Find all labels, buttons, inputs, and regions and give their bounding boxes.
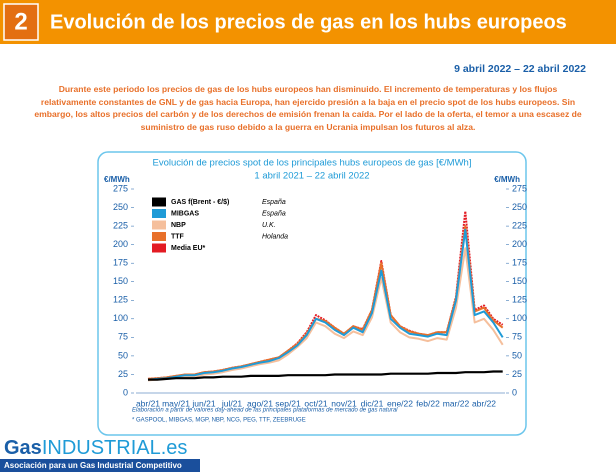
y2-tick-label: 175 xyxy=(512,258,527,268)
y-tick-label: 100 xyxy=(113,313,128,323)
legend-label: MIBGAS xyxy=(171,210,199,217)
legend-swatch xyxy=(152,232,166,241)
y2-tick-label: 75 xyxy=(512,332,522,342)
x-tick-label: nov/21 xyxy=(331,398,357,408)
x-tick-label: jul/21 xyxy=(221,398,243,408)
x-tick-label: ago/21 xyxy=(247,398,273,408)
slide-title: Evolución de los precios de gas en los h… xyxy=(50,11,567,33)
y2-tick-label: 150 xyxy=(512,276,527,286)
y2-tick-label: 0 xyxy=(512,387,517,397)
x-tick-label: may/21 xyxy=(162,398,190,408)
number-box xyxy=(3,3,39,41)
intro-text: Durante este periodo los precios de gas … xyxy=(34,84,582,132)
x-tick-label: abr/22 xyxy=(472,398,496,408)
x-tick-label: abr/21 xyxy=(136,398,160,408)
logo-part: Gas xyxy=(4,437,42,459)
legend-swatch xyxy=(152,209,166,218)
y-tick-label: 0 xyxy=(123,387,128,397)
legend-swatch xyxy=(152,243,166,253)
legend-note: España xyxy=(262,199,286,206)
y-tick-label: 225 xyxy=(113,220,128,230)
chart-subtitle: 1 abril 2021 – 22 abril 2022 xyxy=(254,171,369,182)
series-line xyxy=(147,247,504,382)
y2-tick-label: 25 xyxy=(512,369,522,379)
y-tick-label: 75 xyxy=(118,332,128,342)
section-number: 2 xyxy=(14,8,27,35)
y-tick-label: 200 xyxy=(113,239,128,249)
tagline: Asociación para un Gas Industrial Compet… xyxy=(4,461,182,470)
legend-label: Media EU* xyxy=(171,245,206,252)
x-tick-label: sep/21 xyxy=(275,398,301,408)
x-tick-label: jun/21 xyxy=(191,398,215,408)
footnote: Elaboración a partir de valores day-ahea… xyxy=(132,408,398,414)
y-tick-label: 275 xyxy=(113,183,128,193)
y-tick-label: 25 xyxy=(118,369,128,379)
series-line xyxy=(147,228,504,381)
legend-swatch xyxy=(152,220,166,230)
legend-swatch xyxy=(152,197,166,207)
legend-note: España xyxy=(262,210,286,217)
y2-tick-label: 50 xyxy=(512,350,522,360)
header-bar xyxy=(0,0,616,44)
logo-part: .es xyxy=(161,437,188,459)
y-tick-label: 250 xyxy=(113,202,128,212)
x-tick-label: mar/22 xyxy=(443,398,470,408)
series-line xyxy=(148,370,503,381)
legend-note: Holanda xyxy=(262,233,288,240)
x-tick-label: dic/21 xyxy=(361,398,384,408)
y-tick-label: 175 xyxy=(113,258,128,268)
intro-box: Durante este periodo los precios de gas … xyxy=(34,84,582,132)
y2-tick-label: 250 xyxy=(512,202,527,212)
date-range: 9 abril 2022 – 22 abril 2022 xyxy=(454,63,586,75)
logo-part: INDUSTRIAL xyxy=(42,437,161,459)
legend-label: TTF xyxy=(171,233,185,240)
y2-tick-label: 275 xyxy=(512,183,527,193)
legend xyxy=(148,194,298,256)
logo: GasINDUSTRIAL.es xyxy=(4,437,187,459)
y2-tick-label: 200 xyxy=(512,239,527,249)
legend-label: GAS f(Brent - €/$) xyxy=(171,199,229,206)
y-tick-label: 125 xyxy=(113,295,128,305)
y-tick-label: 150 xyxy=(113,276,128,286)
y2-tick-label: 100 xyxy=(512,313,527,323)
legend-note: U.K. xyxy=(262,222,276,229)
y2-tick-label: 125 xyxy=(512,295,527,305)
x-tick-label: oct/21 xyxy=(304,398,327,408)
footnote: * GASPOOL, MIBGAS, MGP, NBP, NCG, PEG, T… xyxy=(132,418,306,424)
y2-tick-label: 225 xyxy=(512,220,527,230)
tagline-bar xyxy=(0,459,200,472)
y-axis-label: €/MWh xyxy=(104,175,130,184)
y2-axis-label: €/MWh xyxy=(494,175,520,184)
legend-label: NBP xyxy=(171,222,186,229)
x-tick-label: feb/22 xyxy=(416,398,440,408)
chart-title: Evolución de precios spot de los princip… xyxy=(153,158,472,169)
x-tick-label: ene/22 xyxy=(387,398,413,408)
y-tick-label: 50 xyxy=(118,350,128,360)
